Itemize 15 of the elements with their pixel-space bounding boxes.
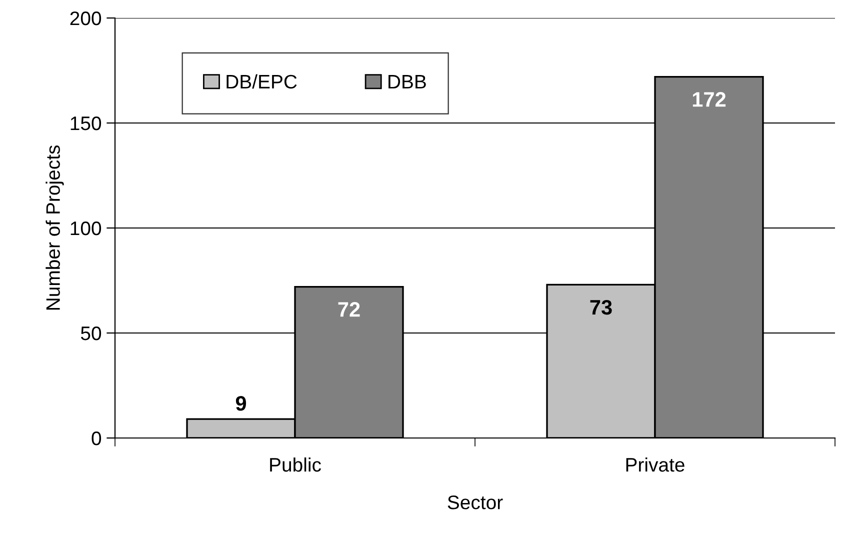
- y-tick-label: 50: [80, 326, 102, 340]
- legend-label: DBB: [388, 75, 426, 88]
- y-tick-label: 150: [70, 116, 102, 130]
- data-label: 172: [692, 92, 726, 107]
- x-axis-title: Sector: [448, 496, 503, 510]
- y-tick-label: 200: [70, 11, 102, 26]
- x-tick-label: Private: [626, 457, 684, 472]
- y-tick-label: 0: [92, 431, 102, 446]
- x-tick-label: Public: [270, 457, 321, 472]
- data-label: 73: [590, 300, 612, 315]
- data-label: 9: [236, 396, 246, 411]
- y-axis-title: Number of Projects: [46, 145, 64, 310]
- y-tick-label: 100: [70, 221, 102, 236]
- legend-label: DB/EPC: [226, 74, 297, 89]
- data-label: 72: [338, 302, 360, 317]
